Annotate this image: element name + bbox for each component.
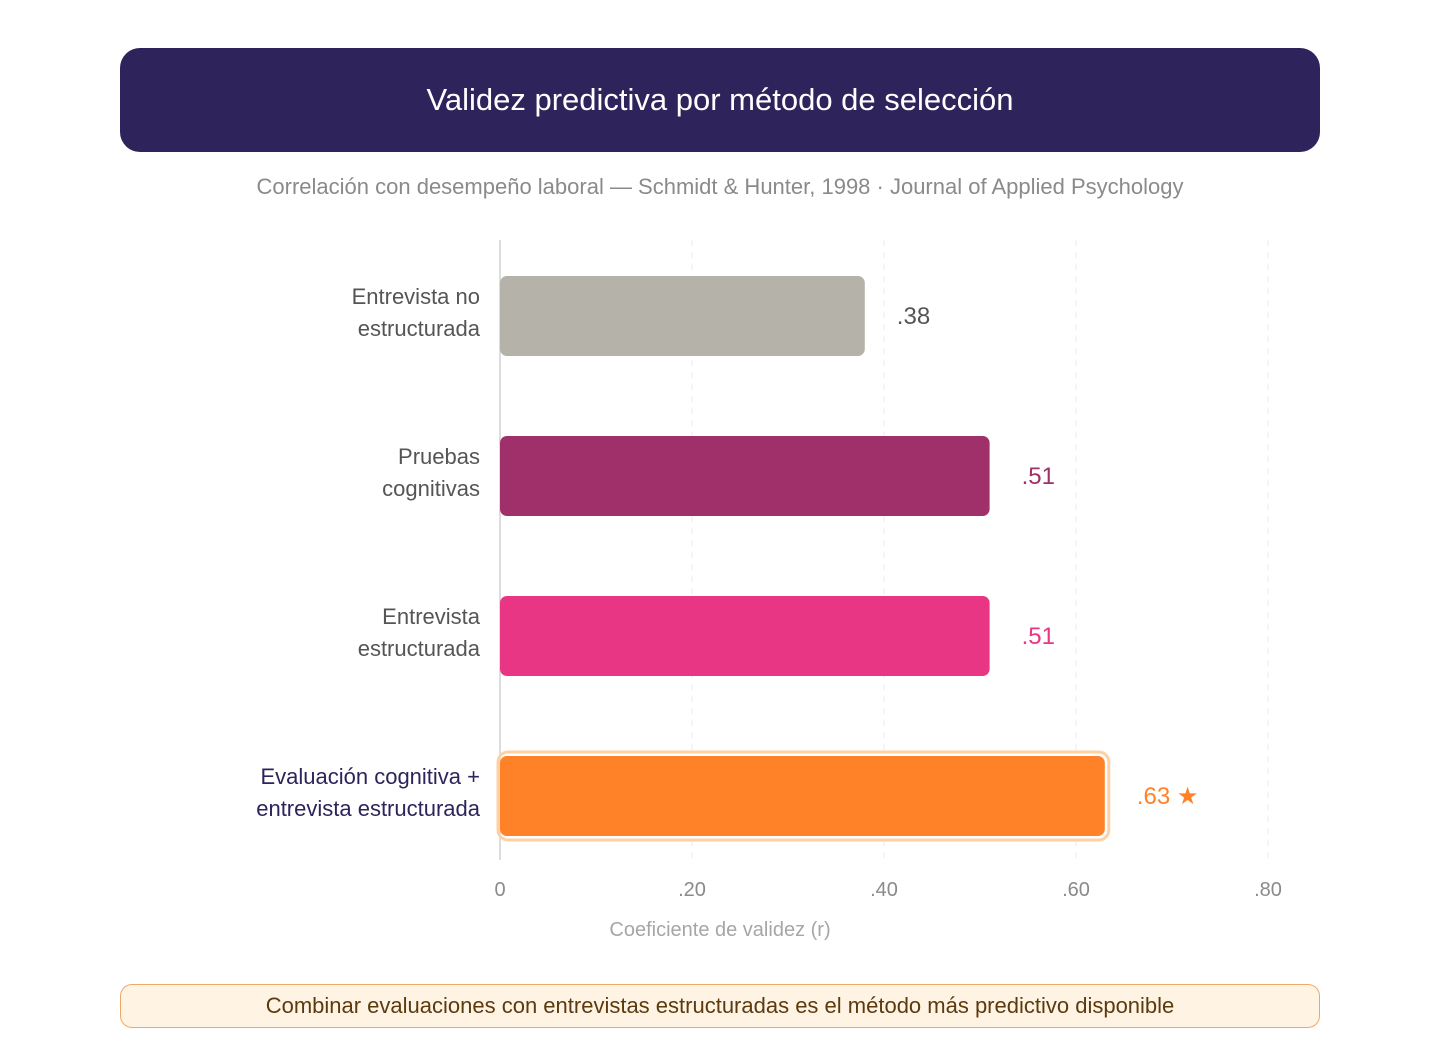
bar-highlight-outline	[496, 750, 1111, 842]
title-banner: Validez predictiva por método de selecci…	[120, 48, 1320, 152]
bar	[500, 276, 865, 356]
x-axis-label: Coeficiente de validez (r)	[609, 919, 830, 941]
chart-subtitle: Correlación con desempeño laboral — Schm…	[256, 174, 1184, 199]
bars-layer	[496, 276, 1111, 842]
x-tick-label: .60	[1062, 879, 1090, 901]
bar-value-label: .38	[897, 303, 930, 330]
x-tick-label: .20	[678, 879, 706, 901]
footer-note: Combinar evaluaciones con entrevistas es…	[120, 984, 1320, 1028]
bar-value-label: .63 ★	[1137, 783, 1199, 810]
category-label: Pruebas cognitivas	[382, 444, 480, 501]
bar	[500, 756, 1105, 836]
category-label: Evaluación cognitiva + entrevista estruct…	[256, 764, 481, 821]
x-tick-label: .40	[870, 879, 898, 901]
bar-value-label: .51	[1022, 463, 1055, 490]
category-label: Entrevista no estructurada	[352, 284, 481, 341]
x-tick-label: .80	[1254, 879, 1282, 901]
bar	[500, 436, 990, 516]
category-label: Entrevista estructurada	[358, 604, 481, 661]
x-tick-label: 0	[494, 879, 505, 901]
x-ticks-layer: 0 .20 .40 .60 .80	[494, 879, 1281, 901]
footer-note-text: Combinar evaluaciones con entrevistas es…	[265, 993, 1175, 1018]
labels-layer: .38 Entrevista no estructurada .51 Pruebas co…	[256, 284, 1198, 821]
chart-title: Validez predictiva por método de selecci…	[426, 82, 1014, 117]
bar	[500, 596, 990, 676]
bar-chart: .38 Entrevista no estructurada .51 Pruebas co…	[256, 240, 1282, 941]
bar-value-label: .51	[1022, 623, 1055, 650]
